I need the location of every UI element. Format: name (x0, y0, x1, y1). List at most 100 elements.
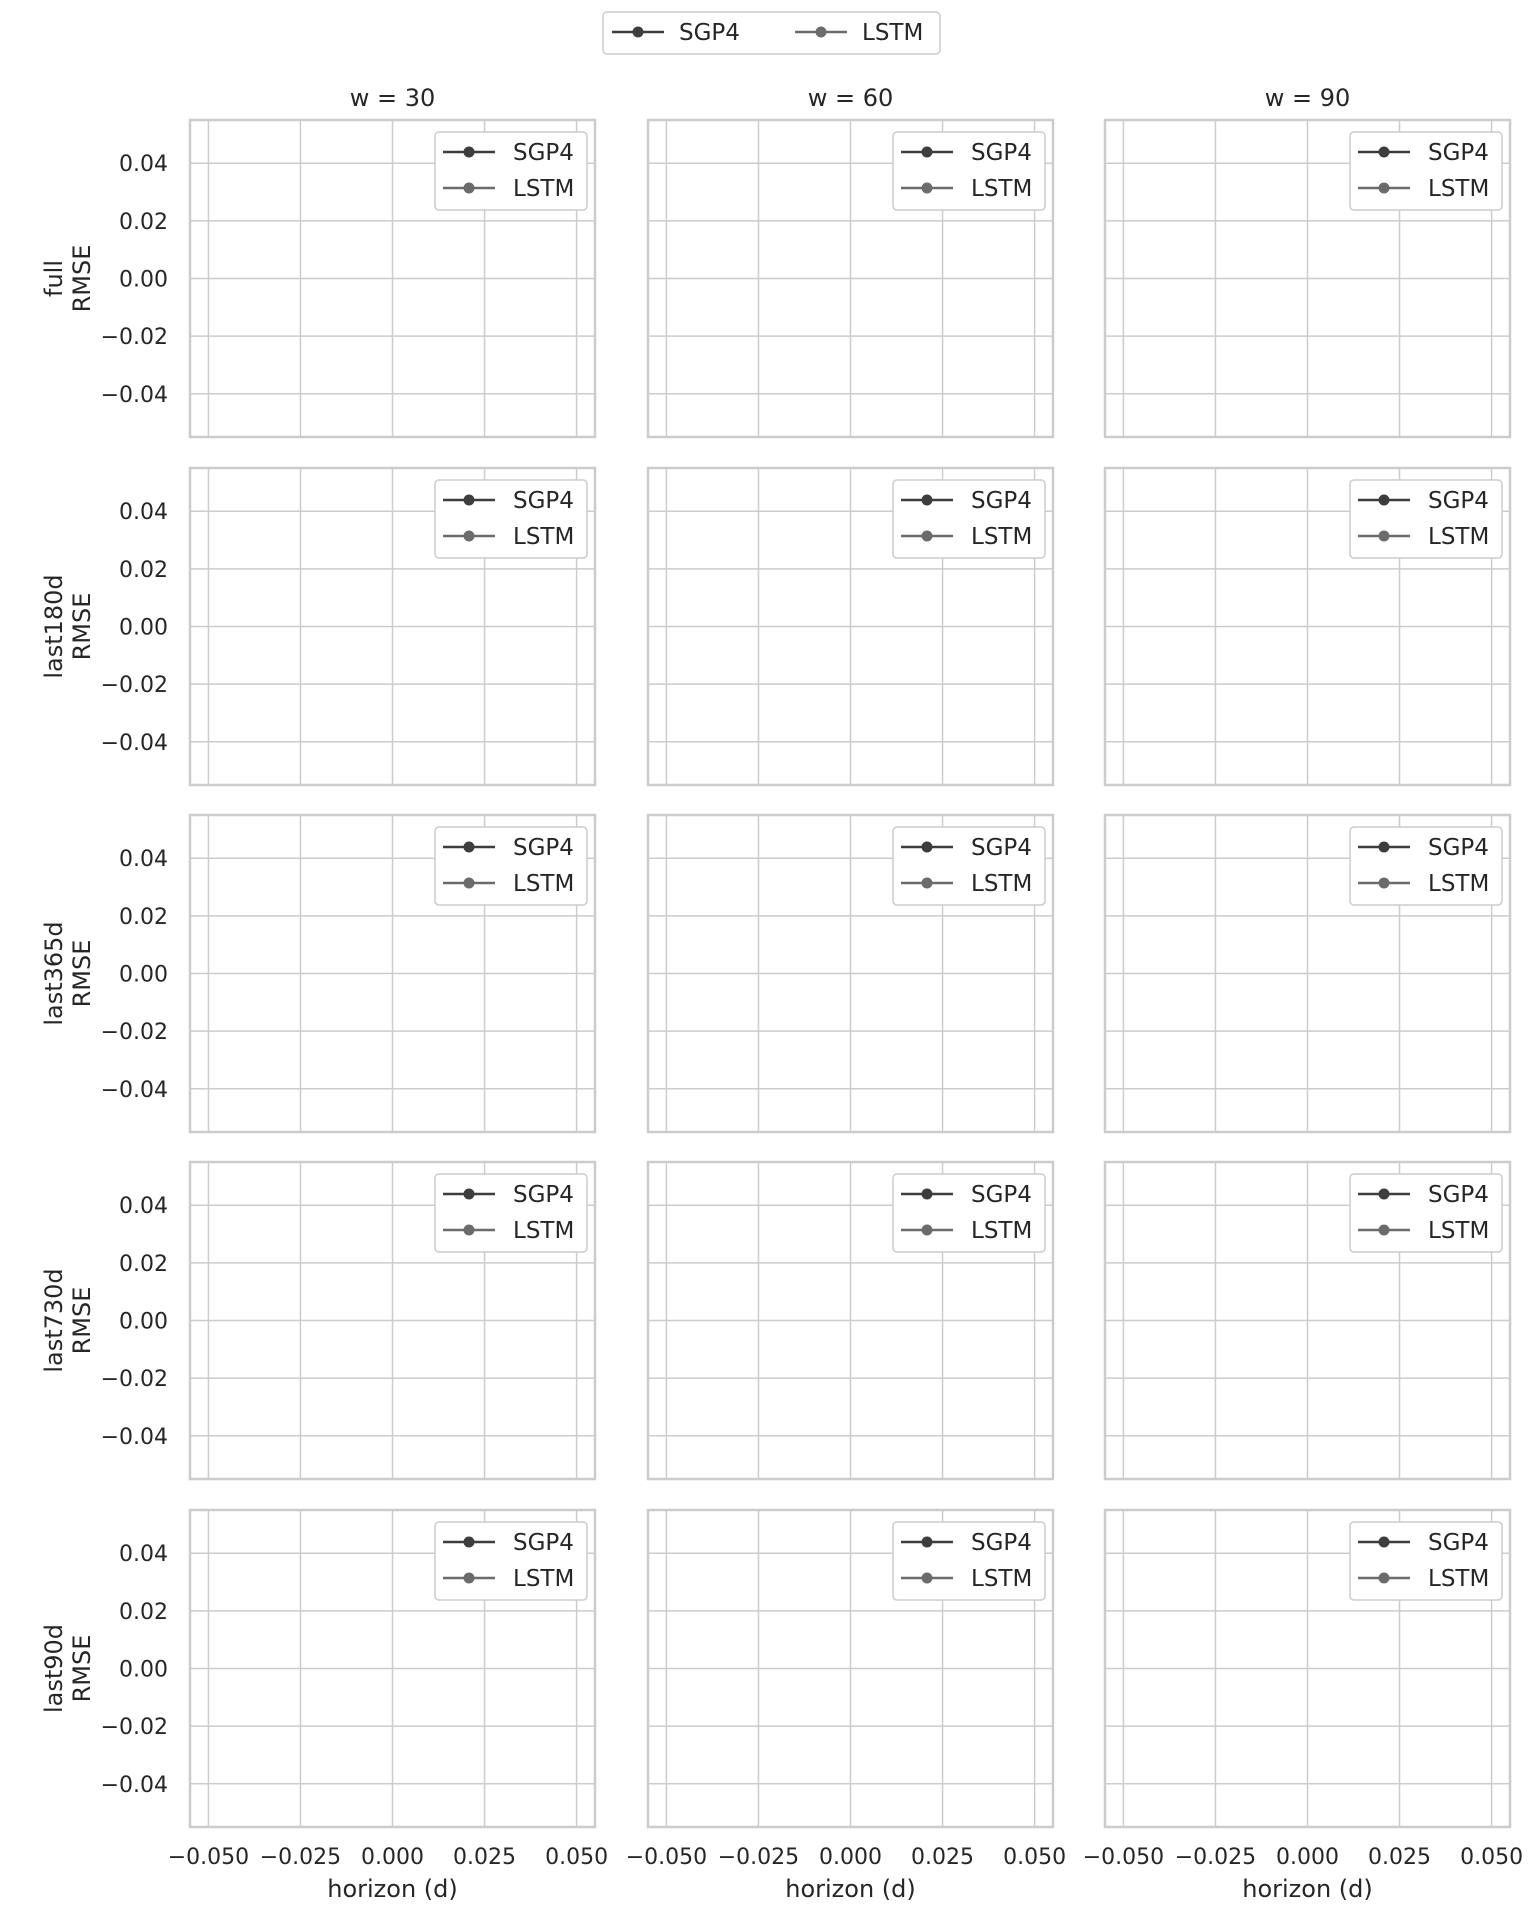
panel-frame (646, 1160, 1055, 1481)
legend-marker (1378, 494, 1390, 506)
legend-marker (463, 1572, 475, 1584)
y-tick-label: 0.02 (119, 905, 168, 930)
y-tick-label: −0.04 (101, 1773, 168, 1798)
panel-frame (188, 813, 597, 1134)
y-tick-label: −0.04 (101, 731, 168, 756)
x-tick-label: −0.025 (718, 1845, 799, 1870)
row-label: full RMSE (40, 245, 96, 313)
legend-marker (1378, 530, 1390, 542)
row-label-group: last180d (40, 574, 68, 678)
x-tick-label: −0.050 (1083, 1845, 1164, 1870)
panel-legend-label: LSTM (971, 176, 1032, 202)
panel-frame (188, 118, 597, 439)
y-tick-label: 0.04 (119, 152, 168, 177)
panel: SGP4 LSTM (646, 466, 1055, 787)
panel-legend-label: SGP4 (1428, 1182, 1489, 1208)
panel-legend: SGP4 LSTM (892, 826, 1046, 906)
x-tick-label: 0.050 (545, 1845, 608, 1870)
y-tick-label: −0.02 (101, 325, 168, 350)
panel-legend-label: SGP4 (971, 835, 1032, 861)
legend-marker (463, 841, 475, 853)
x-tick-label: 0.000 (361, 1845, 424, 1870)
y-tick-label: −0.02 (101, 1367, 168, 1392)
y-tick-label: 0.00 (119, 1310, 168, 1335)
panel-legend-label: SGP4 (971, 1182, 1032, 1208)
panel: −0.050 −0.025 0.000 0.025 0.050 horizon (d) SG… (626, 1508, 1066, 1903)
x-tick-label: 0.050 (1460, 1845, 1523, 1870)
legend-marker (921, 841, 933, 853)
y-tick-label: 0.02 (119, 1600, 168, 1625)
panel: SGP4 LSTM (1103, 1160, 1512, 1481)
legend-marker (921, 1224, 933, 1236)
panel: SGP4 LSTM (646, 118, 1055, 439)
panel: 0.04 0.02 0.00 −0.02 −0.04 SGP4 LSTM (101, 118, 597, 439)
legend-marker (1378, 877, 1390, 889)
figure-legend-box (602, 11, 941, 55)
panel: 0.04 0.02 0.00 −0.02 −0.04 SGP4 LSTM (101, 466, 597, 787)
panel: SGP4 LSTM (646, 1160, 1055, 1481)
panel-frame (646, 813, 1055, 1134)
figure-legend-label: SGP4 (679, 20, 740, 46)
panel-legend-label: SGP4 (513, 488, 574, 514)
y-tick-label: −0.02 (101, 1715, 168, 1740)
panel-legend: SGP4 LSTM (1349, 1173, 1503, 1253)
y-tick-label: 0.04 (119, 847, 168, 872)
row-label: last730d RMSE (40, 1268, 96, 1372)
panel-legend-label: LSTM (513, 176, 574, 202)
x-tick-label: 0.050 (1003, 1845, 1066, 1870)
x-tick-label: −0.025 (260, 1845, 341, 1870)
row-label: last365d RMSE (40, 921, 96, 1025)
legend-marker (463, 494, 475, 506)
y-tick-label: 0.04 (119, 500, 168, 525)
panel-legend: SGP4 LSTM (892, 131, 1046, 211)
row-label-metric: RMSE (68, 593, 96, 661)
panel-frame (1103, 1160, 1512, 1481)
row-label: last90d RMSE (40, 1624, 96, 1713)
panel-legend-label: LSTM (971, 524, 1032, 550)
panel-legend-label: SGP4 (513, 140, 574, 166)
panel-legend-label: SGP4 (971, 488, 1032, 514)
y-tick-label: −0.04 (101, 1425, 168, 1450)
panel-legend-label: LSTM (971, 1566, 1032, 1592)
panel-legend-label: SGP4 (513, 1530, 574, 1556)
legend-marker (463, 530, 475, 542)
panel-legend-label: SGP4 (1428, 835, 1489, 861)
y-tick-label: −0.02 (101, 673, 168, 698)
y-tick-label: 0.04 (119, 1542, 168, 1567)
panel-legend: SGP4 LSTM (892, 1173, 1046, 1253)
legend-marker (921, 530, 933, 542)
x-tick-label: −0.050 (626, 1845, 707, 1870)
legend-marker (1378, 182, 1390, 194)
panel: SGP4 LSTM (646, 813, 1055, 1134)
y-tick-label: 0.04 (119, 1194, 168, 1219)
panel-legend: SGP4 LSTM (434, 131, 588, 211)
panel: 0.04 0.02 0.00 −0.02 −0.04 −0.050 −0.025 0.000 0… (101, 1508, 608, 1903)
panel-legend-label: SGP4 (513, 835, 574, 861)
column-title: w = 30 (350, 84, 436, 112)
row-label-group: last90d (40, 1624, 68, 1713)
panel-frame (1103, 1508, 1512, 1829)
panel-legend: SGP4 LSTM (892, 1521, 1046, 1601)
panel: SGP4 LSTM (1103, 466, 1512, 787)
legend-marker (921, 494, 933, 506)
panel-legend-label: LSTM (1428, 1218, 1489, 1244)
legend-marker (921, 146, 933, 158)
panel-legend: SGP4 LSTM (434, 1173, 588, 1253)
y-tick-label: 0.02 (119, 210, 168, 235)
panel-legend-label: SGP4 (1428, 1530, 1489, 1556)
y-tick-label: 0.00 (119, 268, 168, 293)
x-tick-label: −0.050 (168, 1845, 249, 1870)
row-label-group: last730d (40, 1268, 68, 1372)
x-tick-label: 0.000 (1276, 1845, 1339, 1870)
legend-marker (815, 26, 827, 38)
row-label-metric: RMSE (68, 1287, 96, 1355)
column-title: w = 60 (808, 84, 894, 112)
legend-marker (463, 1536, 475, 1548)
figure-legend: SGP4 LSTM (602, 11, 941, 55)
row-label-group: last365d (40, 921, 68, 1025)
panel-legend-label: LSTM (513, 524, 574, 550)
panel-legend-label: LSTM (971, 871, 1032, 897)
legend-marker (1378, 1536, 1390, 1548)
y-tick-label: 0.02 (119, 1252, 168, 1277)
panel-legend: SGP4 LSTM (434, 479, 588, 559)
